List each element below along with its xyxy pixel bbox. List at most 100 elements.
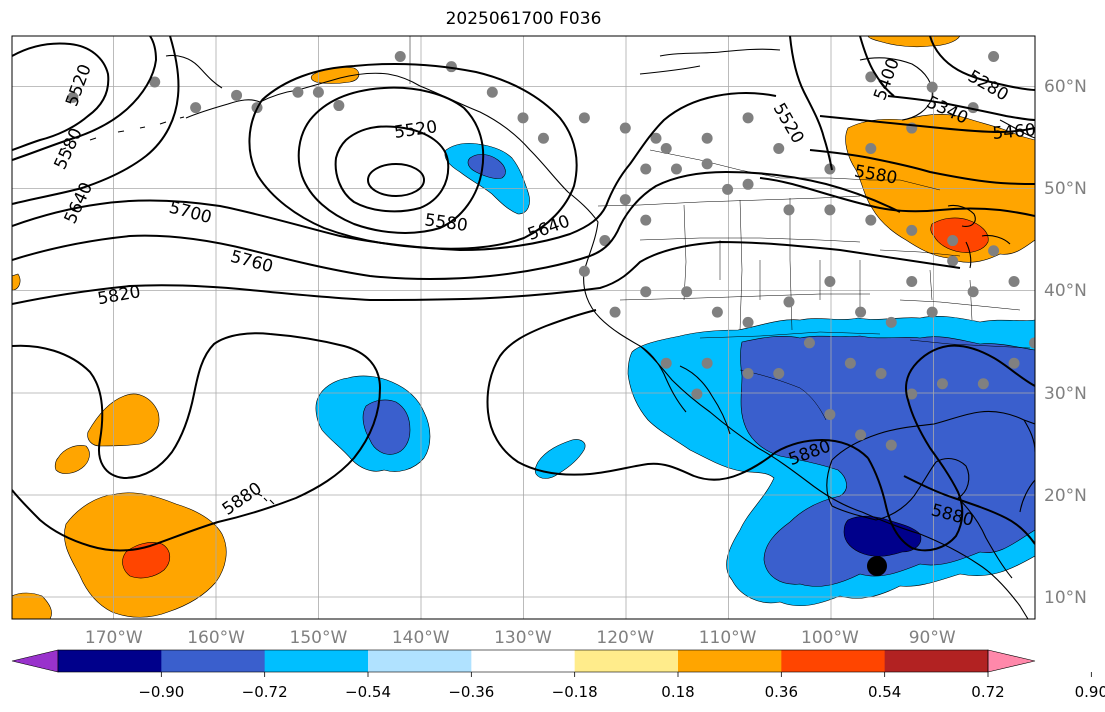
- station-dot: [947, 255, 959, 267]
- station-dot: [701, 357, 713, 369]
- station-dot: [926, 81, 938, 93]
- station-dot: [742, 178, 754, 190]
- colorbar-segment: [58, 650, 162, 672]
- station-dot: [824, 163, 836, 175]
- colorbar-tick-label: 0.90: [1075, 683, 1105, 701]
- coastlines: [59, 48, 1035, 619]
- contour-5520-alaska: [334, 125, 450, 213]
- lon-tick-label: 140°W: [392, 628, 450, 648]
- station-dot: [292, 86, 304, 98]
- station-dot: [231, 89, 243, 101]
- station-dot: [783, 296, 795, 308]
- station-dot: [926, 306, 938, 318]
- lat-tick-label: 40°N: [1044, 281, 1087, 301]
- colorbar-tick-label: −0.72: [242, 683, 288, 701]
- station-dot: [906, 388, 918, 400]
- station-dot: [824, 408, 836, 420]
- shade-red-pacific: [122, 542, 171, 579]
- station-dots: [67, 50, 1035, 451]
- shade-orange-pacific-1: [87, 393, 160, 447]
- station-dot: [988, 245, 1000, 257]
- lon-tick-label: 150°W: [290, 628, 348, 648]
- contour-label: 5460: [992, 120, 1037, 144]
- station-dot: [906, 224, 918, 236]
- contour-5880-gulf: [867, 344, 1035, 552]
- station-dot: [711, 306, 723, 318]
- station-dot: [742, 112, 754, 124]
- contour-5880-mid: [486, 309, 869, 481]
- lon-tick-label: 130°W: [494, 628, 552, 648]
- contour-5700: [12, 92, 777, 252]
- contour-5580-canada: [809, 149, 1035, 185]
- station-dot: [875, 368, 887, 380]
- station-dot: [967, 286, 979, 298]
- contour-5280: [929, 36, 1035, 91]
- station-dot: [149, 76, 161, 88]
- station-dot: [681, 286, 693, 298]
- contour-5820: [12, 240, 961, 305]
- station-dot: [312, 86, 324, 98]
- colorbar-segment: [884, 650, 989, 672]
- station-dot: [517, 112, 529, 124]
- station-dot: [619, 122, 631, 134]
- shade-orange-canada-top: [867, 36, 961, 48]
- station-dot: [1008, 275, 1020, 287]
- station-dot: [691, 388, 703, 400]
- colorbar-tick-label: −0.54: [345, 683, 391, 701]
- lon-tick-label: 110°W: [699, 628, 757, 648]
- station-dot: [885, 439, 897, 451]
- lat-tick-label: 20°N: [1044, 486, 1087, 506]
- shade-light-blue-alaska: [444, 142, 530, 215]
- contour-5520-canada: [789, 36, 833, 171]
- contour-5460: [819, 115, 1035, 134]
- map-title: 2025061700 F036: [445, 9, 602, 29]
- station-dot: [977, 378, 989, 390]
- station-dot: [773, 143, 785, 155]
- station-dot: [394, 50, 406, 62]
- shade-light-blue-small: [534, 439, 586, 479]
- station-dot: [537, 132, 549, 144]
- station-dot: [67, 91, 79, 103]
- colorbar-segment: [161, 650, 266, 672]
- station-dot: [640, 163, 652, 175]
- station-dot: [988, 50, 1000, 62]
- height-contours: [12, 36, 1035, 552]
- colorbar: −0.90 −0.72 −0.54 −0.36 −0.18 0.18 0.36 0.54 0.7…: [11, 649, 1105, 701]
- shade-dark-blue-patch: [843, 515, 922, 557]
- station-dot: [578, 265, 590, 277]
- contour-5760: [12, 170, 901, 280]
- colorbar-extend-low: [11, 649, 59, 673]
- station-dot: [722, 183, 734, 195]
- station-dot: [599, 235, 611, 247]
- station-dot: [609, 306, 621, 318]
- station-dot: [1008, 357, 1020, 369]
- station-dot: [865, 143, 877, 155]
- lon-tick-label: 90°W: [909, 628, 956, 648]
- station-dot: [701, 132, 713, 144]
- station-dot: [885, 316, 897, 328]
- contour-5640-west: [12, 36, 180, 205]
- contour-5580-alaska: [297, 86, 485, 234]
- station-dot: [640, 214, 652, 226]
- contour-5640-alaska: [248, 63, 578, 250]
- station-dot: [445, 61, 457, 73]
- map-frame: [11, 35, 1036, 620]
- lon-tick-label: 170°W: [85, 628, 143, 648]
- station-dot: [906, 275, 918, 287]
- station-dot: [486, 86, 498, 98]
- colorbar-tick-label: −0.90: [138, 683, 184, 701]
- lat-tick-label: 30°N: [1044, 384, 1087, 404]
- colorbar-tick-label: 0.54: [868, 683, 901, 701]
- contour-5460-center: [367, 163, 425, 197]
- svg-text:5460: 5460: [992, 120, 1037, 144]
- contour-5880-pacific-loop: [12, 332, 382, 552]
- colorbar-segment: [471, 650, 576, 672]
- colorbar-segment: [574, 650, 679, 672]
- colorbar-segment: [264, 650, 369, 672]
- latitude-tick-labels: 60°N 50°N 40°N 30°N 20°N 10°N: [1044, 77, 1087, 608]
- station-dot: [783, 204, 795, 216]
- contour-5400: [859, 36, 895, 97]
- lon-tick-label: 120°W: [596, 628, 654, 648]
- colorbar-tick-label: −0.36: [448, 683, 494, 701]
